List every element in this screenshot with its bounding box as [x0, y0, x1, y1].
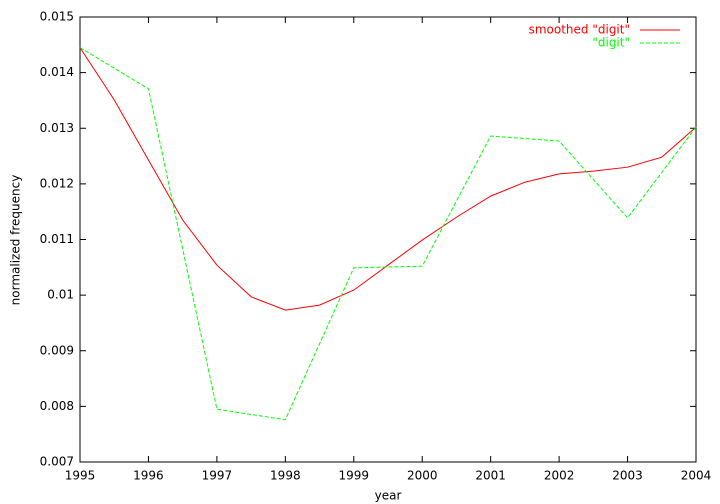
x-tick-label: 1998: [270, 469, 301, 483]
x-axis-label: year: [375, 489, 402, 503]
x-tick-label: 2003: [612, 469, 643, 483]
line-series: [79, 47, 697, 421]
x-tick-label: 1995: [65, 469, 96, 483]
x-tick-label: 1999: [339, 469, 370, 483]
y-tick-label: 0.007: [40, 455, 74, 469]
x-tick-label: 1997: [202, 469, 233, 483]
x-tick-label: 1996: [133, 469, 164, 483]
plot-border: [79, 16, 697, 463]
line-series: [79, 47, 697, 311]
y-tick-label: 0.01: [47, 288, 74, 302]
y-tick-label: 0.013: [40, 121, 74, 135]
y-tick-label: 0.011: [40, 232, 74, 246]
x-tick-label: 2000: [407, 469, 438, 483]
x-tick-label: 2002: [544, 469, 575, 483]
y-tick-label: 0.012: [40, 176, 74, 190]
x-tick-label: 2001: [475, 469, 506, 483]
legend-label: smoothed "digit": [529, 23, 630, 37]
y-axis-label: normalized frequency: [9, 175, 23, 306]
y-tick-label: 0.015: [40, 10, 74, 24]
y-tick-label: 0.014: [40, 65, 74, 79]
y-tick-label: 0.008: [40, 399, 74, 413]
y-tick-label: 0.009: [40, 343, 74, 357]
x-tick-label: 2004: [681, 469, 712, 483]
legend-label: "digit": [592, 36, 630, 50]
